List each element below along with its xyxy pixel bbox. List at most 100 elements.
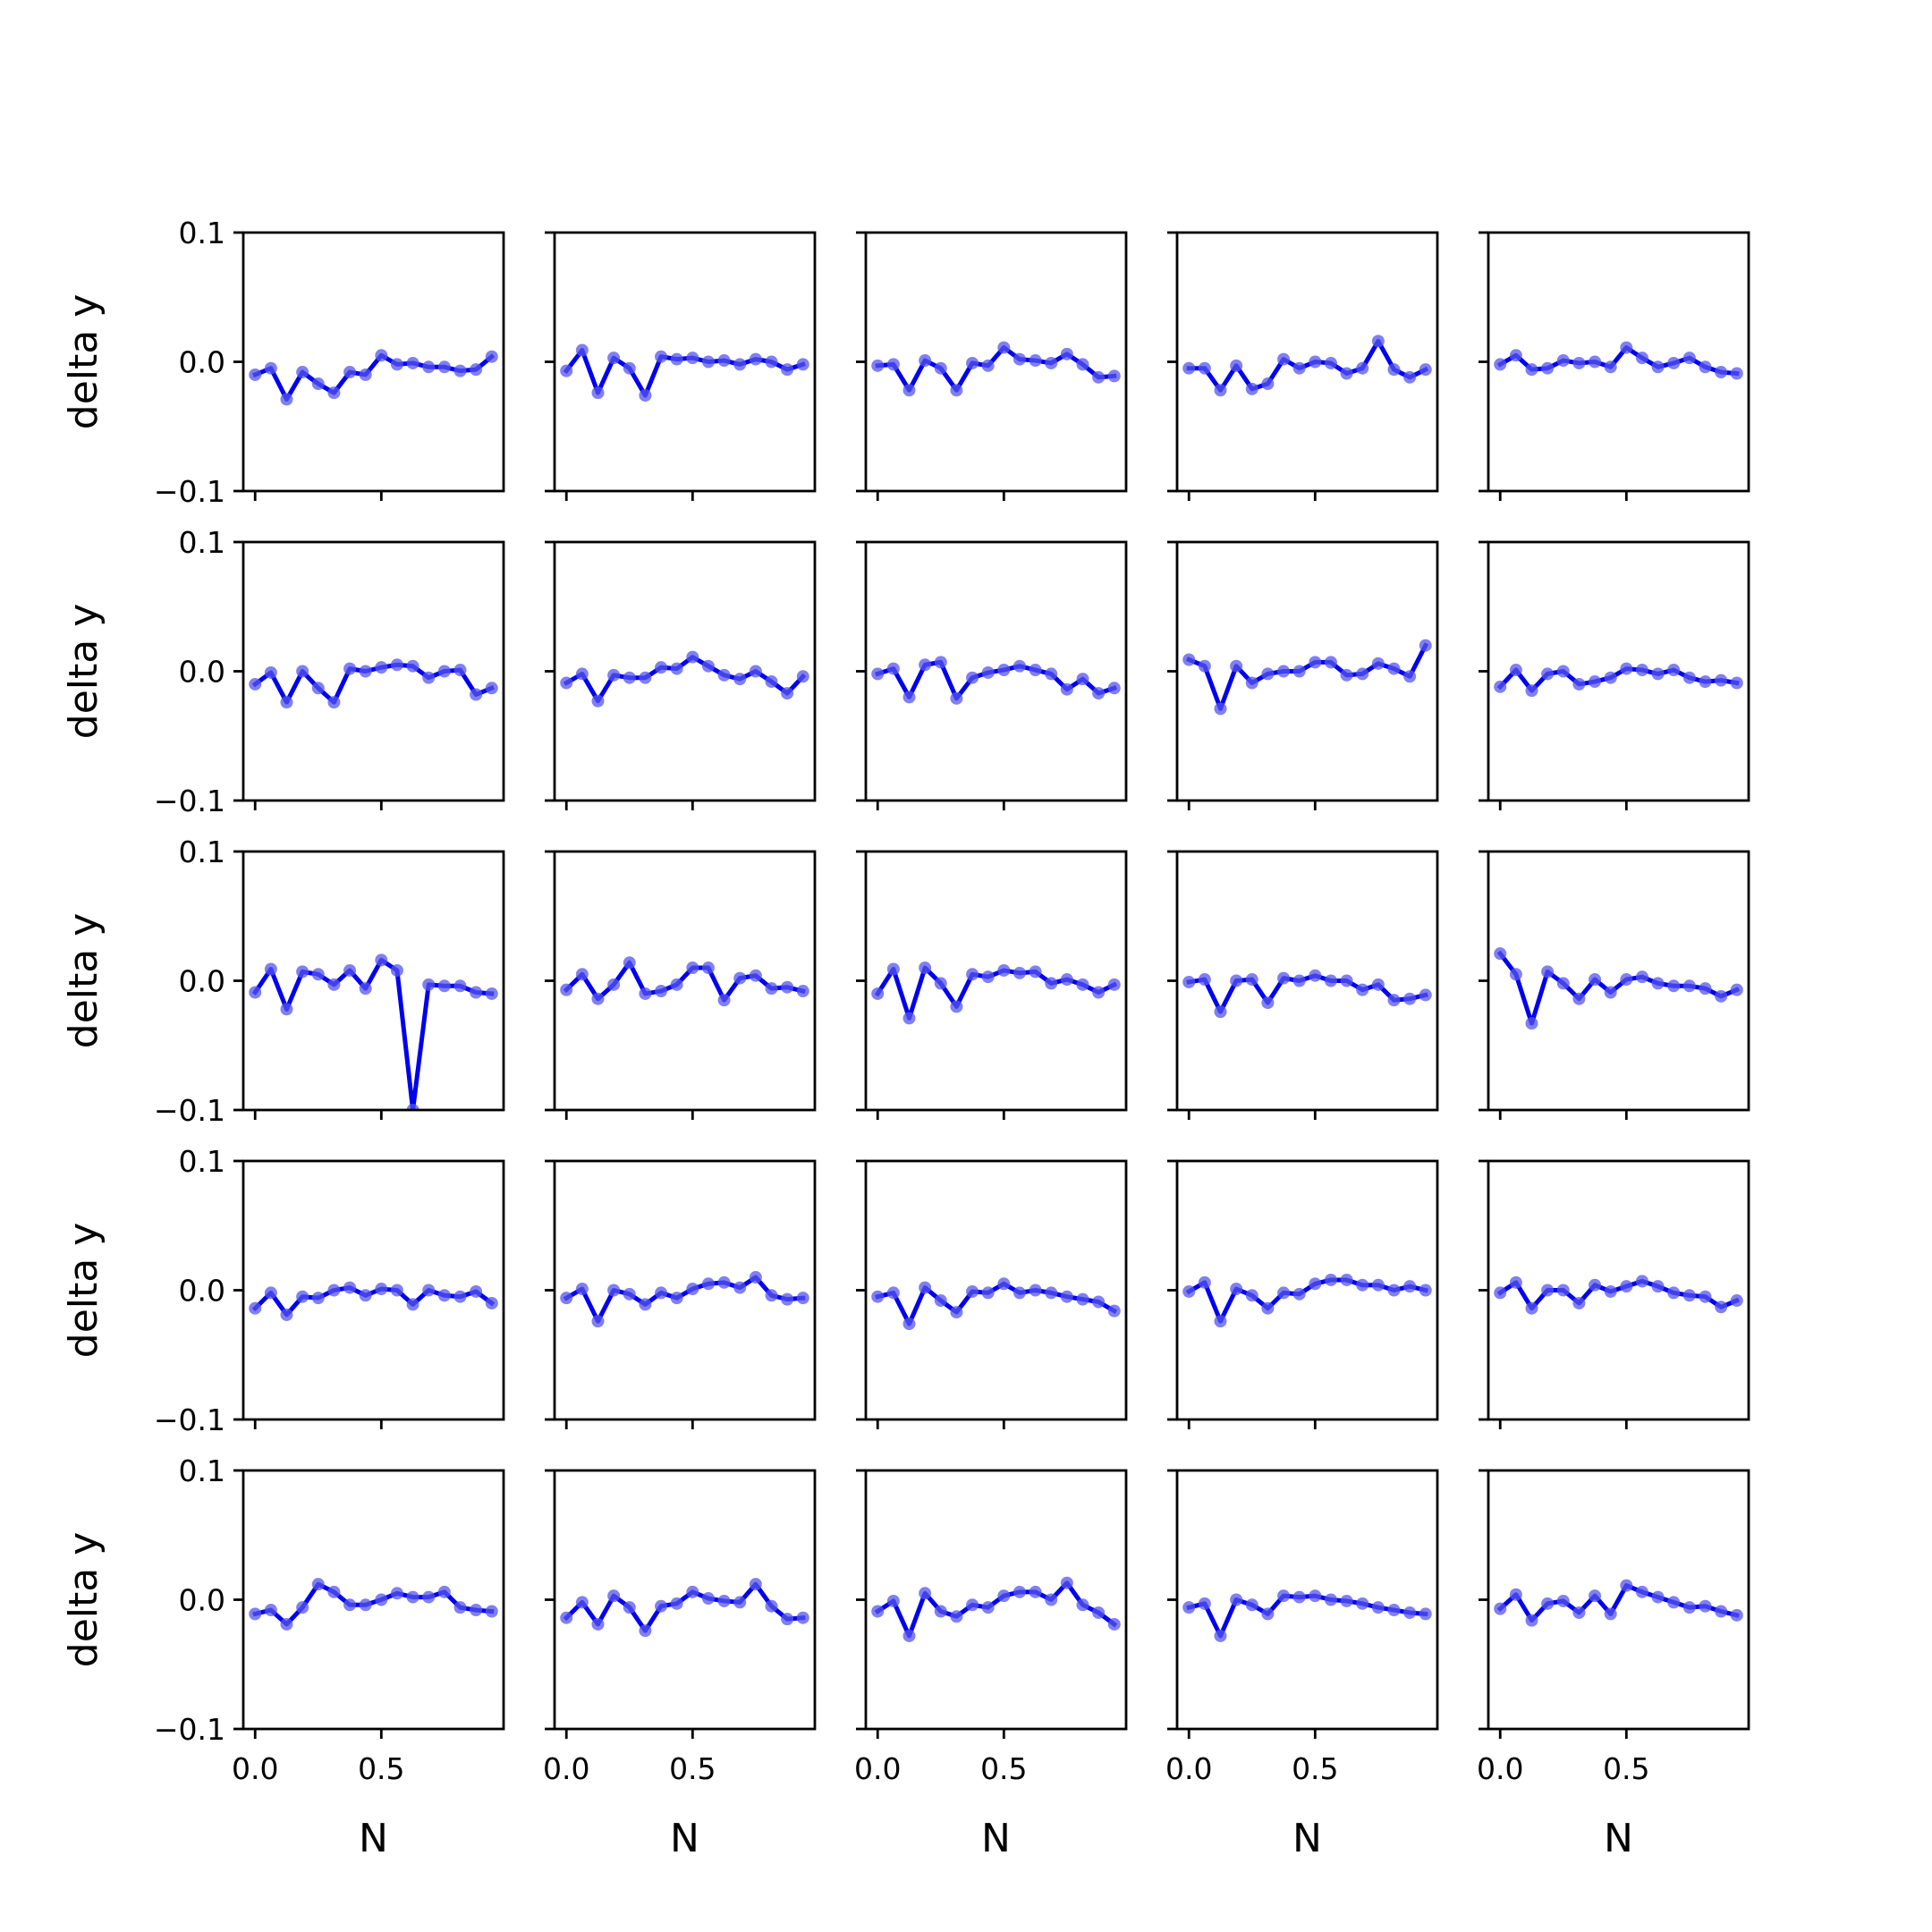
data-point <box>981 1601 995 1614</box>
data-point <box>1045 356 1058 369</box>
series-line <box>875 659 1117 701</box>
data-point <box>1092 1295 1106 1309</box>
data-point <box>655 661 668 674</box>
data-point <box>765 982 778 996</box>
data-point <box>1556 1284 1570 1297</box>
data-point <box>296 665 309 678</box>
data-point <box>1076 673 1089 686</box>
data-point <box>1651 1590 1665 1604</box>
axes-frame <box>1175 231 1439 493</box>
data-point <box>871 667 885 681</box>
data-point <box>934 977 947 990</box>
data-point <box>453 1290 467 1303</box>
data-point <box>796 985 809 998</box>
data-point <box>1667 1286 1681 1300</box>
y-tick-label: 0.1 <box>179 216 225 250</box>
data-point <box>1092 370 1106 384</box>
data-point <box>343 366 357 379</box>
subplot-r3-c2 <box>545 850 817 1120</box>
data-point <box>655 985 668 998</box>
data-point <box>1509 1275 1522 1289</box>
data-point <box>886 1594 900 1607</box>
data-point <box>422 1284 436 1297</box>
data-point <box>575 1596 589 1609</box>
data-point <box>1076 358 1089 371</box>
data-point <box>1509 1588 1522 1601</box>
data-point <box>781 363 794 377</box>
data-point <box>919 354 932 368</box>
data-point <box>1541 361 1555 375</box>
data-point <box>639 1298 652 1311</box>
data-point <box>997 664 1011 677</box>
data-point <box>966 968 979 981</box>
data-point <box>437 360 451 374</box>
data-point <box>1261 377 1275 391</box>
data-point <box>1509 968 1522 981</box>
data-point <box>1277 1589 1291 1603</box>
data-point <box>1277 971 1291 985</box>
data-point <box>686 352 699 365</box>
data-point <box>950 1610 963 1623</box>
data-point <box>1261 1607 1275 1621</box>
data-point <box>1245 1289 1258 1302</box>
data-point <box>981 665 995 679</box>
data-point <box>1340 668 1353 682</box>
data-point <box>749 1271 762 1284</box>
data-point <box>1060 682 1073 696</box>
data-point <box>1572 992 1586 1005</box>
data-point <box>1356 1597 1369 1610</box>
data-point <box>886 358 900 371</box>
data-point <box>1509 664 1522 677</box>
data-point <box>1182 975 1196 988</box>
data-point <box>1419 988 1432 1002</box>
data-point <box>902 1318 916 1331</box>
data-point <box>406 659 419 673</box>
data-point <box>249 986 262 999</box>
x-tick-label: 0.5 <box>669 1751 716 1786</box>
series-group <box>871 1277 1121 1331</box>
data-point <box>1525 1017 1538 1030</box>
subplot-r5-c2: 0.0 0.5 N <box>543 1469 817 1861</box>
data-point <box>1387 1284 1401 1297</box>
data-point <box>717 1594 731 1607</box>
data-point <box>560 676 573 690</box>
data-point <box>1667 356 1681 369</box>
data-point <box>280 1308 293 1321</box>
data-point <box>871 987 885 1000</box>
data-point <box>607 978 621 991</box>
data-point <box>1572 356 1586 369</box>
data-point <box>1604 1607 1617 1621</box>
subplot-r4-c1: −0.1 0.0 0.1 delta y <box>61 1144 505 1437</box>
subplot-r4-c2 <box>545 1159 817 1429</box>
subplot-r3-c5 <box>1479 850 1750 1120</box>
y-axis-label: delta y <box>61 913 106 1048</box>
data-point <box>871 1290 885 1303</box>
data-point <box>1107 369 1121 383</box>
x-tick-label: 0.0 <box>232 1751 278 1786</box>
series-group <box>249 1578 498 1631</box>
data-point <box>701 659 715 673</box>
data-point <box>1092 1606 1106 1619</box>
data-point <box>560 1292 573 1305</box>
x-axis-label: N <box>1292 1816 1322 1861</box>
data-point <box>733 1596 747 1609</box>
data-point <box>717 994 731 1007</box>
y-tick-label: 0.0 <box>179 964 225 999</box>
data-point <box>470 363 483 377</box>
data-point <box>1198 1597 1211 1610</box>
data-point <box>1730 1294 1743 1308</box>
data-point <box>1604 360 1617 374</box>
y-tick-label: 0.1 <box>179 835 225 869</box>
data-point <box>934 361 947 375</box>
data-point <box>1371 1278 1385 1292</box>
data-point <box>311 682 325 695</box>
data-point <box>327 696 341 709</box>
x-tick-label: 0.5 <box>1292 1751 1338 1786</box>
data-point <box>1699 1599 1712 1613</box>
data-point <box>1261 667 1275 681</box>
data-point <box>327 978 341 991</box>
data-point <box>485 1605 498 1618</box>
data-point <box>950 1306 963 1319</box>
y-tick-label: −0.1 <box>154 474 225 509</box>
data-point <box>1092 986 1106 999</box>
